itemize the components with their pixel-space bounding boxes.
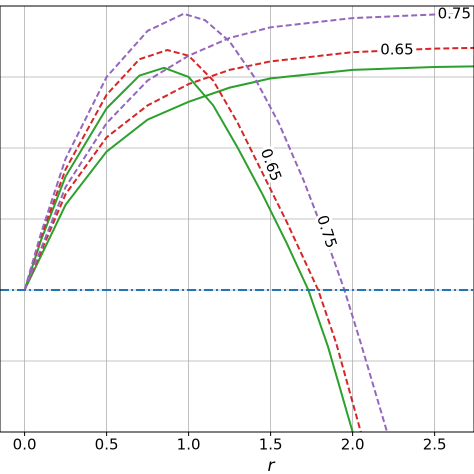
x-tick-label: 1.0 [177,436,201,454]
series-line [23,66,354,432]
curve-label: 0.65 [380,41,413,59]
series-line [23,48,362,432]
curve-label-group: 0.75 [435,1,474,25]
x-tick-label: 0.0 [13,436,37,454]
series-line [23,46,474,291]
curve-label-group: 0.65 [254,143,288,187]
plot-frame [0,5,474,433]
curve-label-group: 0.65 [377,38,416,62]
curve-label: 0.75 [313,213,340,250]
x-tick-label: 2.5 [423,436,447,454]
x-axis-label: r [268,456,276,474]
series-line [23,65,474,291]
curve-label-group: 0.75 [310,210,343,253]
x-tick-label: 1.5 [259,436,283,454]
series-line [23,12,474,291]
series-line [23,12,389,432]
curve-label: 0.65 [257,146,285,184]
curve-label: 0.75 [438,4,471,22]
x-tick-label: 0.5 [95,436,119,454]
x-tick-label: 2.0 [341,436,365,454]
